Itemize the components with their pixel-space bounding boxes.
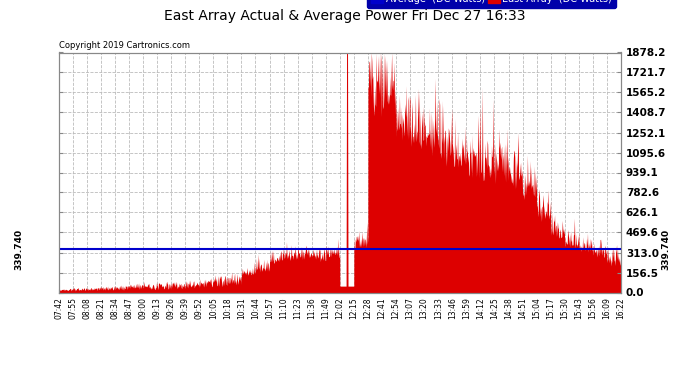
Text: 339.740: 339.740 — [14, 228, 24, 270]
Text: Copyright 2019 Cartronics.com: Copyright 2019 Cartronics.com — [59, 41, 190, 50]
Legend: Average  (DC Watts), East Array  (DC Watts): Average (DC Watts), East Array (DC Watts… — [367, 0, 616, 8]
Text: East Array Actual & Average Power Fri Dec 27 16:33: East Array Actual & Average Power Fri De… — [164, 9, 526, 23]
Text: 339.740: 339.740 — [661, 228, 671, 270]
